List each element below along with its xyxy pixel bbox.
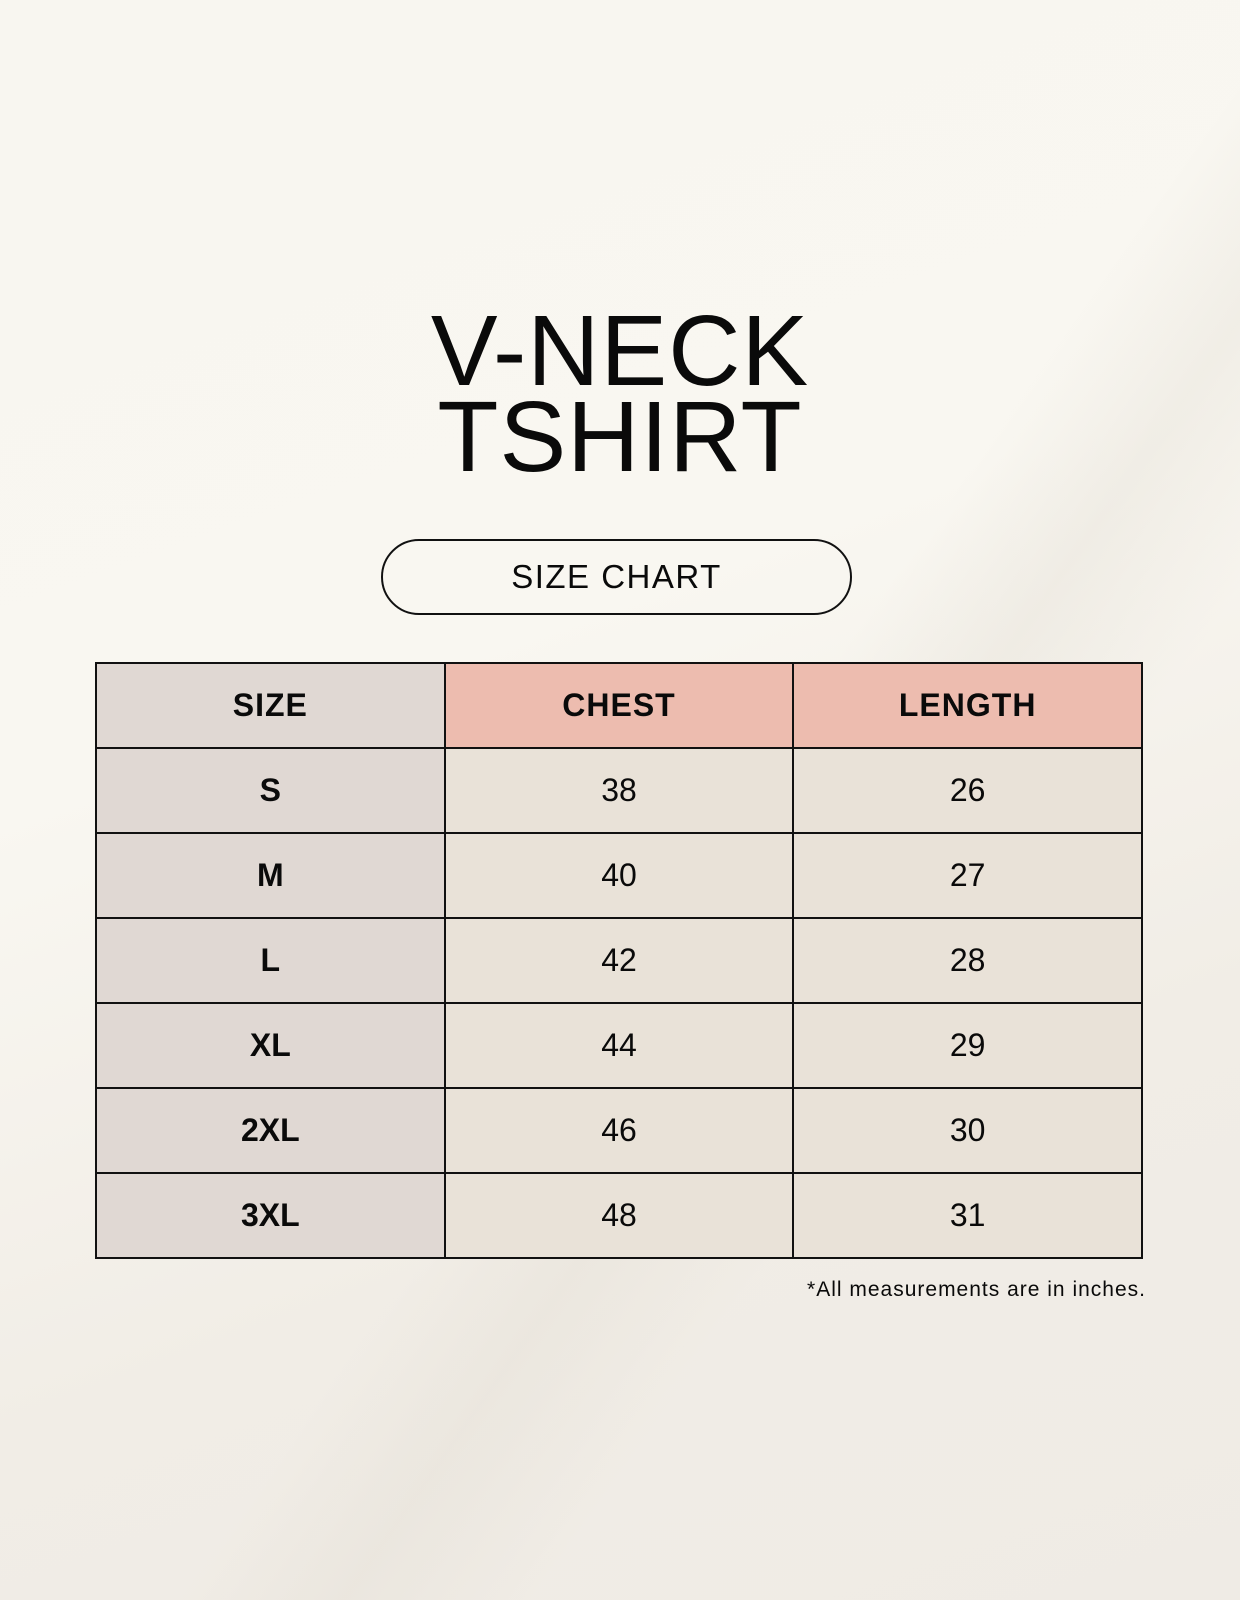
cell-size: 3XL	[95, 1172, 446, 1259]
title-line-2: TSHIRT	[437, 381, 803, 493]
size-table: SIZE CHEST LENGTH S 38 26 M 40 27 L 42 28 XL 44 29 2…	[95, 662, 1143, 1259]
title-line-1: V-NECK	[430, 295, 810, 407]
cell-length: 30	[792, 1087, 1143, 1174]
size-chart-badge: SIZE CHART	[381, 539, 852, 615]
cell-size: 2XL	[95, 1087, 446, 1174]
cell-length: 28	[792, 917, 1143, 1004]
cell-length: 29	[792, 1002, 1143, 1089]
table-row: 3XL 48 31	[95, 1172, 1143, 1259]
cell-size: XL	[95, 1002, 446, 1089]
cell-chest: 42	[443, 917, 795, 1004]
header-chest: CHEST	[443, 662, 795, 749]
table-row: L 42 28	[95, 917, 1143, 1004]
cell-length: 27	[792, 832, 1143, 919]
table-row: XL 44 29	[95, 1002, 1143, 1089]
table-header-row: SIZE CHEST LENGTH	[95, 662, 1143, 749]
cell-length: 31	[792, 1172, 1143, 1259]
cell-size: L	[95, 917, 446, 1004]
page-title: V-NECK TSHIRT	[0, 295, 1240, 493]
cell-size: M	[95, 832, 446, 919]
cell-chest: 44	[443, 1002, 795, 1089]
header-size: SIZE	[95, 662, 446, 749]
cell-chest: 46	[443, 1087, 795, 1174]
cell-size: S	[95, 747, 446, 834]
cell-length: 26	[792, 747, 1143, 834]
cell-chest: 38	[443, 747, 795, 834]
cell-chest: 48	[443, 1172, 795, 1259]
table-row: M 40 27	[95, 832, 1143, 919]
table-row: S 38 26	[95, 747, 1143, 834]
footnote: *All measurements are in inches.	[807, 1278, 1146, 1301]
table-row: 2XL 46 30	[95, 1087, 1143, 1174]
header-length: LENGTH	[792, 662, 1143, 749]
cell-chest: 40	[443, 832, 795, 919]
